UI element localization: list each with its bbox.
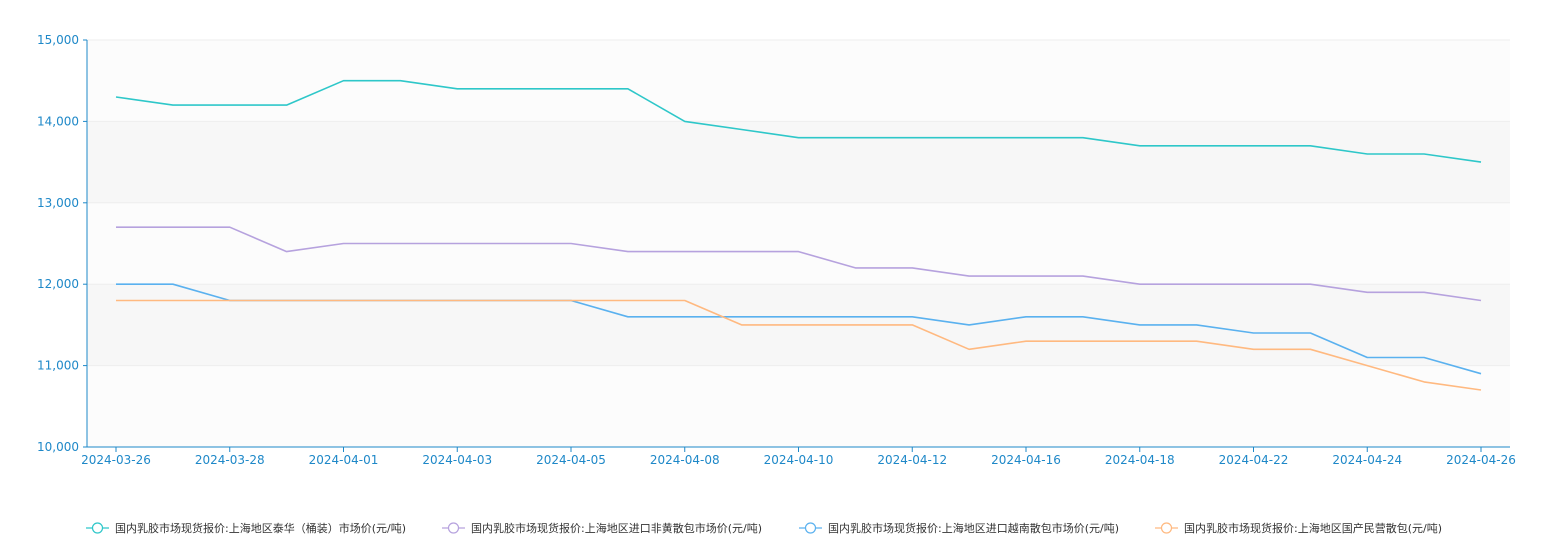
x-tick-label: 2024-04-03 <box>422 453 492 467</box>
y-tick-label: 15,000 <box>37 33 79 47</box>
x-tick-label: 2024-04-16 <box>991 453 1061 467</box>
legend-label: 国内乳胶市场现货报价:上海地区进口越南散包市场价(元/吨) <box>828 521 1119 535</box>
x-tick-label: 2024-03-26 <box>81 453 151 467</box>
x-tick-label: 2024-04-10 <box>764 453 834 467</box>
grid-bands <box>87 40 1510 447</box>
x-tick-label: 2024-04-18 <box>1105 453 1175 467</box>
x-tick-label: 2024-04-26 <box>1446 453 1516 467</box>
series-line-1 <box>115 79 1482 163</box>
grid-band <box>87 121 1510 203</box>
series-line-2 <box>116 226 1482 302</box>
x-tick-label: 2024-04-12 <box>877 453 947 467</box>
legend-item-4: 国内乳胶市场现货报价:上海地区国产民营散包(元/吨) <box>1155 521 1442 535</box>
y-tick-label: 10,000 <box>37 440 79 454</box>
y-tick-label: 12,000 <box>37 277 79 291</box>
y-axis-ticks: 15,000 14,000 13,000 12,000 11,000 10,000 <box>37 33 87 454</box>
gridlines <box>87 39 1510 367</box>
x-tick-label: 2024-04-05 <box>536 453 606 467</box>
x-tick-label: 2024-03-28 <box>195 453 265 467</box>
legend-marker <box>1160 522 1173 534</box>
x-tick-label: 2024-04-01 <box>309 453 379 467</box>
legend-label: 国内乳胶市场现货报价:上海地区进口非黄散包市场价(元/吨) <box>471 521 762 535</box>
legend-marker <box>91 522 104 534</box>
x-tick-label: 2024-04-22 <box>1219 453 1289 467</box>
y-tick-label: 11,000 <box>37 359 79 373</box>
grid-band <box>87 40 1510 122</box>
series-line-4 <box>116 299 1482 391</box>
legend-label: 国内乳胶市场现货报价:上海地区国产民营散包(元/吨) <box>1184 521 1442 535</box>
grid-band <box>87 365 1510 447</box>
legend-item-1: 国内乳胶市场现货报价:上海地区泰华（桶装）市场价(元/吨) <box>86 521 406 535</box>
legend: 国内乳胶市场现货报价:上海地区泰华（桶装）市场价(元/吨) 国内乳胶市场现货报价:… <box>86 521 1442 535</box>
y-tick-label: 14,000 <box>37 114 79 128</box>
x-tick-label: 2024-04-08 <box>650 453 720 467</box>
x-axis-ticks: 2024-03-26 2024-03-28 2024-04-01 2024-04-03… <box>81 447 1516 467</box>
series-lines <box>115 79 1482 391</box>
legend-marker <box>804 522 817 534</box>
legend-marker <box>447 522 460 534</box>
x-tick-label: 2024-04-24 <box>1332 453 1402 467</box>
legend-item-2: 国内乳胶市场现货报价:上海地区进口非黄散包市场价(元/吨) <box>442 521 762 535</box>
legend-label: 国内乳胶市场现货报价:上海地区泰华（桶装）市场价(元/吨) <box>115 521 406 535</box>
legend-item-3: 国内乳胶市场现货报价:上海地区进口越南散包市场价(元/吨) <box>799 521 1119 535</box>
y-tick-label: 13,000 <box>37 196 79 210</box>
grid-band <box>87 202 1510 285</box>
